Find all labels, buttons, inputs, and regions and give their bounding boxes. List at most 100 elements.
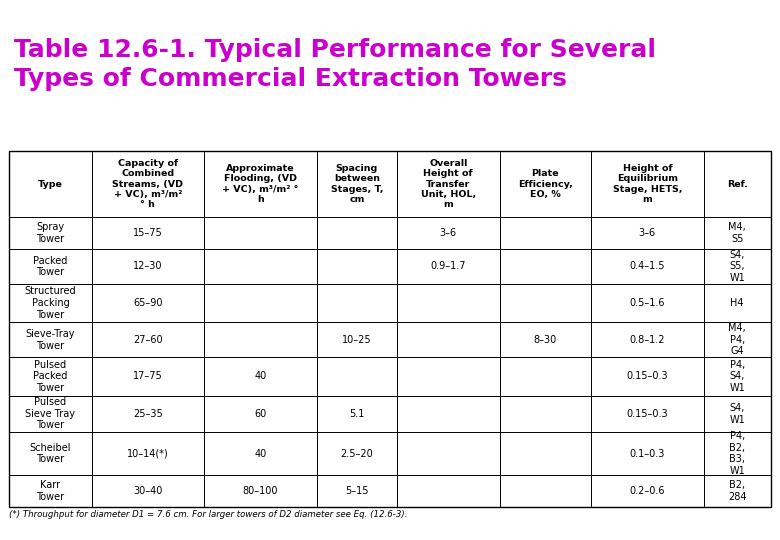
Bar bbox=[500, 249, 591, 284]
Text: Overall
Height of
Transfer
Unit, HOL,
m: Overall Height of Transfer Unit, HOL, m bbox=[420, 159, 476, 210]
Bar bbox=[500, 322, 591, 357]
Bar bbox=[704, 475, 771, 507]
Bar bbox=[397, 395, 500, 432]
Text: 65–90: 65–90 bbox=[133, 298, 163, 308]
Text: 0.8–1.2: 0.8–1.2 bbox=[629, 335, 665, 345]
Text: Table 12.6-1. Typical Performance for Several
Types of Commercial Extraction Tow: Table 12.6-1. Typical Performance for Se… bbox=[14, 38, 656, 91]
Bar bbox=[204, 322, 317, 357]
Text: 0.1–0.3: 0.1–0.3 bbox=[629, 449, 665, 458]
Bar bbox=[397, 357, 500, 395]
Text: Capacity of
Combined
Streams, (VD
+ VC), m³/m²
° h: Capacity of Combined Streams, (VD + VC),… bbox=[112, 159, 183, 210]
Bar bbox=[397, 284, 500, 322]
Bar bbox=[591, 284, 704, 322]
Text: 40: 40 bbox=[254, 372, 267, 381]
Text: Pulsed
Sieve Tray
Tower: Pulsed Sieve Tray Tower bbox=[26, 397, 76, 430]
Bar bbox=[704, 151, 771, 217]
Bar bbox=[704, 432, 771, 475]
Bar bbox=[9, 249, 91, 284]
Bar bbox=[500, 395, 591, 432]
Bar bbox=[9, 151, 91, 217]
Text: (*) Throughput for diameter D1 = 7.6 cm. For larger towers of D2 diameter see Eq: (*) Throughput for diameter D1 = 7.6 cm.… bbox=[9, 510, 408, 519]
Text: P4,
S4,
W1: P4, S4, W1 bbox=[729, 360, 745, 393]
Bar bbox=[591, 217, 704, 249]
Bar bbox=[91, 395, 204, 432]
Text: 2.5–20: 2.5–20 bbox=[341, 449, 374, 458]
Text: 0.4–1.5: 0.4–1.5 bbox=[629, 261, 665, 272]
Bar bbox=[591, 151, 704, 217]
Text: S4,
W1: S4, W1 bbox=[729, 403, 745, 424]
Bar bbox=[91, 249, 204, 284]
Bar bbox=[317, 432, 397, 475]
Text: Approximate
Flooding, (VD
+ VC), m³/m² °
h: Approximate Flooding, (VD + VC), m³/m² °… bbox=[222, 164, 299, 204]
Text: Sieve-Tray
Tower: Sieve-Tray Tower bbox=[26, 329, 75, 350]
Bar bbox=[9, 284, 91, 322]
Text: 0.15–0.3: 0.15–0.3 bbox=[626, 372, 668, 381]
Bar bbox=[91, 432, 204, 475]
Text: 3–6: 3–6 bbox=[440, 228, 457, 238]
Bar bbox=[704, 395, 771, 432]
Bar bbox=[91, 217, 204, 249]
Bar bbox=[317, 395, 397, 432]
Bar bbox=[500, 151, 591, 217]
Text: Spacing
between
Stages, T,
cm: Spacing between Stages, T, cm bbox=[331, 164, 383, 204]
Bar bbox=[91, 284, 204, 322]
Bar bbox=[704, 284, 771, 322]
Text: 12–30: 12–30 bbox=[133, 261, 163, 272]
Bar bbox=[317, 151, 397, 217]
Bar bbox=[591, 475, 704, 507]
Bar bbox=[204, 357, 317, 395]
Bar bbox=[500, 284, 591, 322]
Text: 5.1: 5.1 bbox=[349, 409, 364, 419]
Text: 0.2–0.6: 0.2–0.6 bbox=[629, 486, 665, 496]
Text: H4: H4 bbox=[730, 298, 744, 308]
Text: M4,
P4,
G4: M4, P4, G4 bbox=[729, 323, 746, 356]
Bar bbox=[9, 357, 91, 395]
Text: Structured
Packing
Tower: Structured Packing Tower bbox=[25, 287, 76, 320]
Text: 40: 40 bbox=[254, 449, 267, 458]
Bar bbox=[397, 432, 500, 475]
Text: 5–15: 5–15 bbox=[345, 486, 369, 496]
Bar bbox=[500, 432, 591, 475]
Bar bbox=[91, 475, 204, 507]
Text: Plate
Efficiency,
EO, %: Plate Efficiency, EO, % bbox=[518, 169, 573, 199]
Text: 10–25: 10–25 bbox=[342, 335, 372, 345]
Text: 60: 60 bbox=[254, 409, 267, 419]
Text: Packed
Tower: Packed Tower bbox=[34, 255, 68, 277]
Bar bbox=[397, 151, 500, 217]
Bar bbox=[397, 217, 500, 249]
Bar bbox=[91, 322, 204, 357]
Text: 0.9–1.7: 0.9–1.7 bbox=[431, 261, 466, 272]
Text: Type: Type bbox=[38, 180, 63, 188]
Bar bbox=[591, 357, 704, 395]
Text: M4,
S5: M4, S5 bbox=[729, 222, 746, 244]
Bar bbox=[317, 249, 397, 284]
Bar bbox=[704, 322, 771, 357]
Text: 30–40: 30–40 bbox=[133, 486, 162, 496]
Bar bbox=[317, 475, 397, 507]
Bar bbox=[9, 322, 91, 357]
Bar bbox=[500, 475, 591, 507]
Bar bbox=[397, 322, 500, 357]
Bar bbox=[704, 249, 771, 284]
Bar bbox=[500, 217, 591, 249]
Bar bbox=[9, 395, 91, 432]
Bar bbox=[91, 357, 204, 395]
Bar bbox=[91, 151, 204, 217]
Bar bbox=[204, 151, 317, 217]
Text: 0.5–1.6: 0.5–1.6 bbox=[629, 298, 665, 308]
Text: 10–14(*): 10–14(*) bbox=[127, 449, 168, 458]
Text: 17–75: 17–75 bbox=[133, 372, 163, 381]
Bar bbox=[317, 322, 397, 357]
Text: 80–100: 80–100 bbox=[243, 486, 278, 496]
Bar bbox=[204, 284, 317, 322]
Bar bbox=[9, 151, 771, 507]
Text: Karr
Tower: Karr Tower bbox=[37, 480, 65, 502]
Text: 25–35: 25–35 bbox=[133, 409, 163, 419]
Text: 27–60: 27–60 bbox=[133, 335, 163, 345]
Bar bbox=[204, 475, 317, 507]
Bar bbox=[591, 249, 704, 284]
Bar bbox=[397, 249, 500, 284]
Bar bbox=[204, 395, 317, 432]
Text: B2,
284: B2, 284 bbox=[728, 480, 746, 502]
Bar bbox=[204, 432, 317, 475]
